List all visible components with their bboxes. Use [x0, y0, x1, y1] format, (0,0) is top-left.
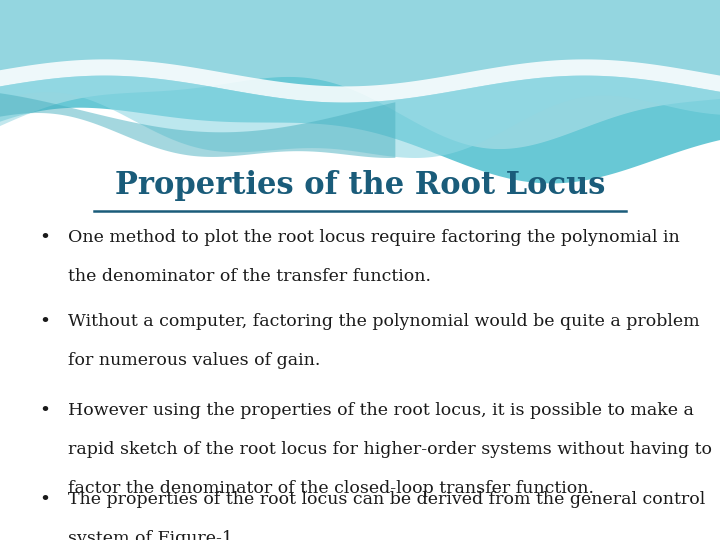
Text: The properties of the root locus can be derived from the general control: The properties of the root locus can be … — [68, 491, 706, 508]
Text: Without a computer, factoring the polynomial would be quite a problem: Without a computer, factoring the polyno… — [68, 313, 700, 330]
Text: •: • — [40, 491, 50, 509]
Polygon shape — [0, 0, 720, 184]
Polygon shape — [0, 93, 395, 158]
Text: •: • — [40, 402, 50, 420]
Text: factor the denominator of the closed-loop transfer function.: factor the denominator of the closed-loo… — [68, 480, 595, 497]
Text: Properties of the Root Locus: Properties of the Root Locus — [114, 170, 606, 201]
Text: for numerous values of gain.: for numerous values of gain. — [68, 352, 321, 369]
Text: the denominator of the transfer function.: the denominator of the transfer function… — [68, 268, 431, 285]
Text: •: • — [40, 313, 50, 331]
Polygon shape — [0, 59, 720, 103]
Text: However using the properties of the root locus, it is possible to make a: However using the properties of the root… — [68, 402, 694, 419]
Polygon shape — [0, 76, 720, 158]
Text: One method to plot the root locus require factoring the polynomial in: One method to plot the root locus requir… — [68, 230, 680, 246]
Polygon shape — [0, 0, 720, 149]
Text: •: • — [40, 230, 50, 247]
Text: system of Figure-1.: system of Figure-1. — [68, 530, 239, 540]
Text: rapid sketch of the root locus for higher-order systems without having to: rapid sketch of the root locus for highe… — [68, 441, 712, 458]
